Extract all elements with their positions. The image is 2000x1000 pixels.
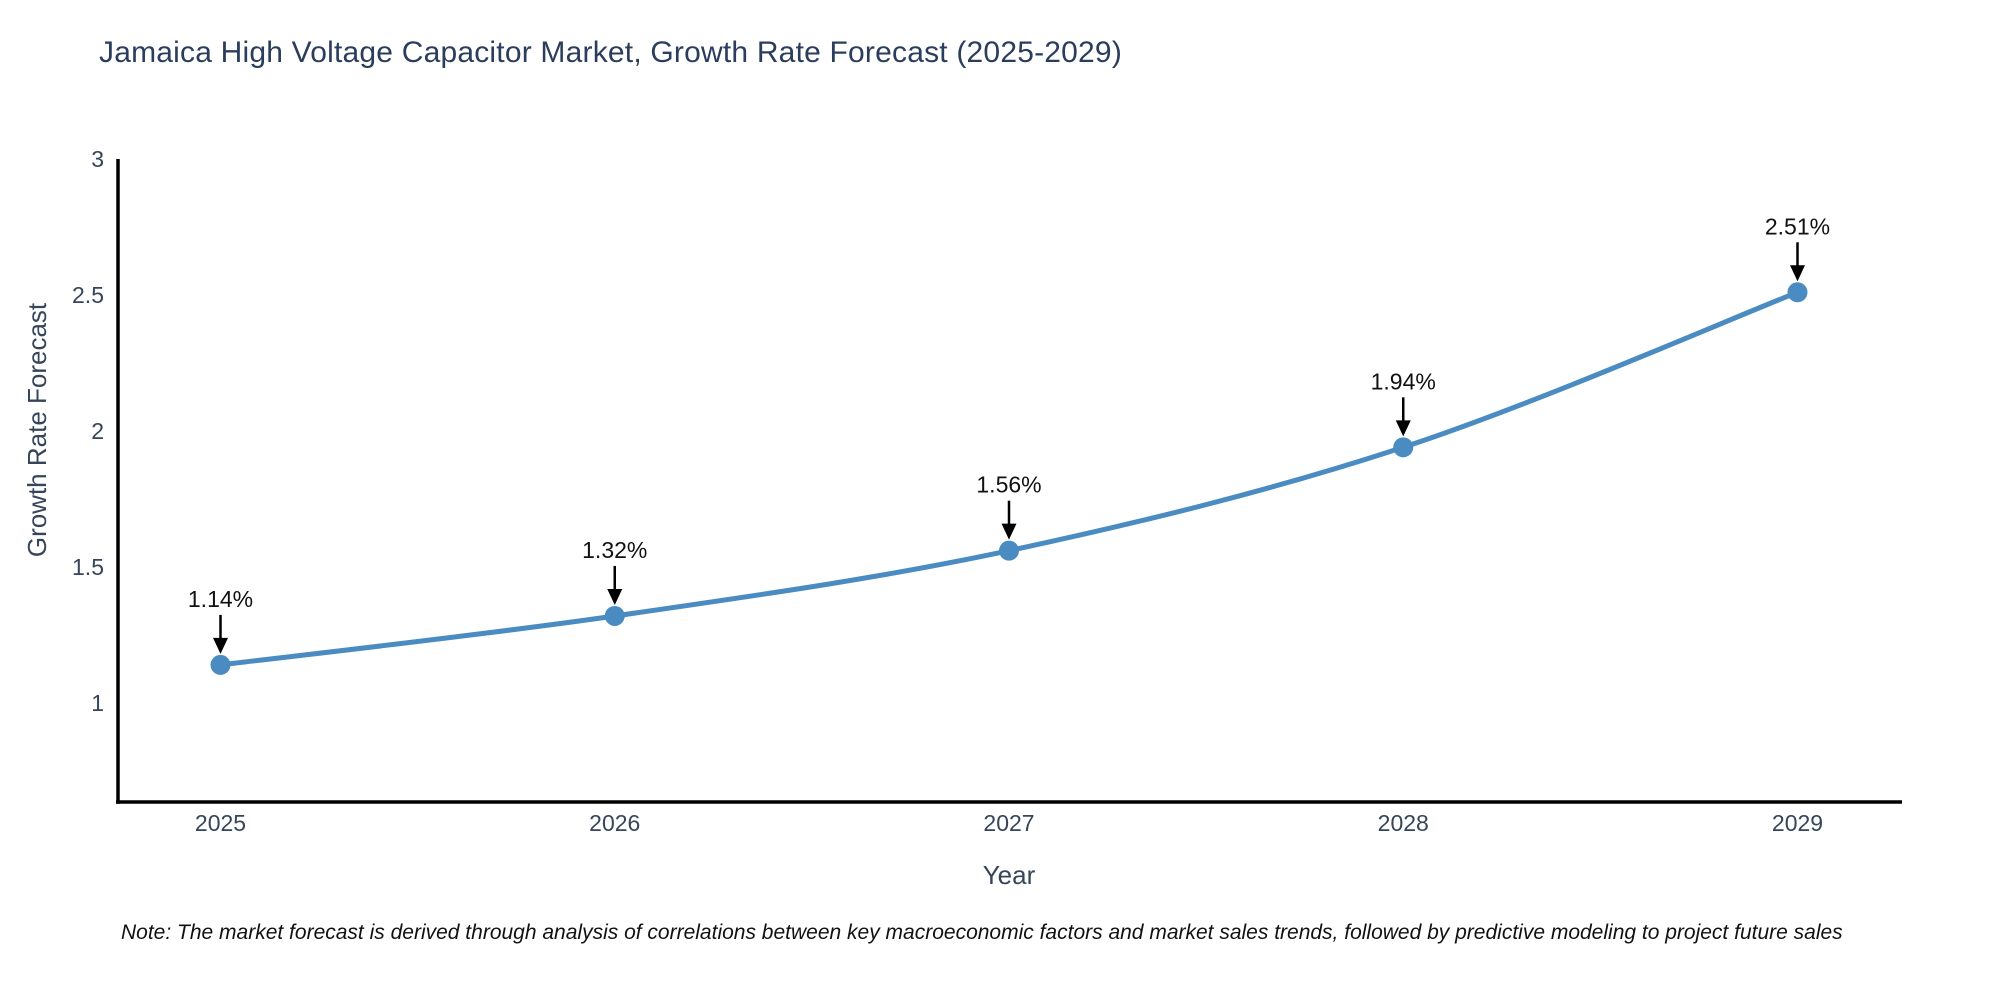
y-tick-label: 1.5: [72, 554, 104, 580]
annotation-arrowhead: [1395, 420, 1411, 437]
methodology-note: Note: The market forecast is derived thr…: [121, 921, 1843, 944]
data-point-marker: [604, 605, 625, 626]
data-point-label: 2.51%: [1765, 213, 1830, 239]
x-axis-title: Year: [983, 860, 1036, 890]
annotation-arrowhead: [1789, 265, 1805, 282]
data-point-marker: [210, 654, 231, 675]
y-tick-label: 2.5: [72, 282, 104, 308]
annotation-arrowhead: [1001, 523, 1017, 540]
x-tick-label: 2027: [983, 810, 1034, 836]
data-point-marker: [1393, 437, 1414, 458]
annotation-arrowhead: [213, 637, 229, 654]
x-tick-label: 2028: [1378, 810, 1429, 836]
annotation-arrowhead: [607, 588, 623, 605]
chart-title: Jamaica High Voltage Capacitor Market, G…: [99, 36, 1123, 69]
x-tick-label: 2025: [195, 810, 246, 836]
data-point-label: 1.14%: [188, 586, 253, 612]
x-tick-label: 2029: [1772, 810, 1823, 836]
data-point-marker: [1787, 282, 1808, 303]
y-tick-label: 3: [91, 146, 104, 172]
data-point-label: 1.94%: [1371, 368, 1436, 394]
y-axis-title: Growth Rate Forecast: [22, 302, 52, 557]
y-tick-label: 1: [91, 690, 104, 716]
data-point-label: 1.56%: [976, 472, 1041, 498]
data-point-marker: [999, 540, 1019, 561]
x-tick-label: 2026: [589, 810, 640, 836]
data-point-label: 1.32%: [582, 537, 647, 563]
y-tick-label: 2: [91, 418, 104, 444]
